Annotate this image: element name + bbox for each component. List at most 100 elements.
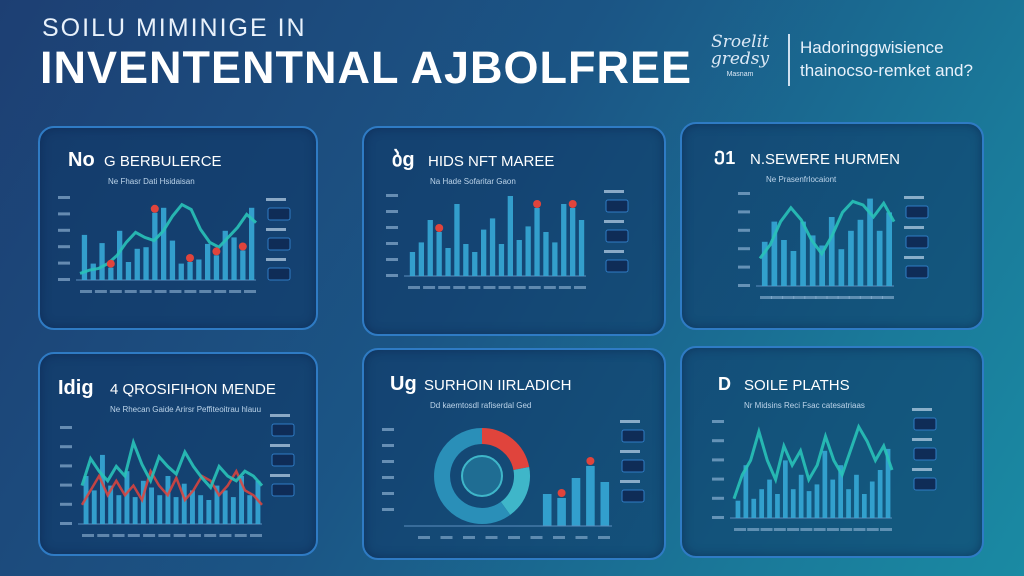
chart-1-title-prefix: No <box>68 149 95 171</box>
chart-2-bar-19 <box>578 220 585 276</box>
legend-line-3-2 <box>270 474 290 477</box>
chart-1-bar-11 <box>178 263 184 280</box>
xtick-1-4 <box>468 286 481 289</box>
chart-2-bar-5 <box>454 204 460 276</box>
chart-3-title: N.SEWERE HURMEN <box>750 151 900 168</box>
xtick-2-10 <box>870 296 883 299</box>
legend-line-1-1 <box>604 220 624 223</box>
ytick-4-3 <box>382 476 394 479</box>
legend-line-5-2 <box>912 468 932 471</box>
ytick-3-3 <box>60 483 72 487</box>
brand-line-2: gredsy <box>710 49 770 69</box>
chart-3-svg: Ე1 N.SEWERE HURMEN Ne Prasenfrlocaiont <box>714 148 929 299</box>
legend-line-2-2 <box>904 256 924 259</box>
xtick-5-10 <box>866 528 879 531</box>
chart-4-bar-14 <box>198 495 204 524</box>
chart-4-bar-2 <box>100 454 105 524</box>
chart-3-bar-8 <box>838 249 845 286</box>
chart-6-bar-1 <box>743 465 749 518</box>
chart-3-trend-line <box>758 199 896 260</box>
chart-panel-1: No G BERBULERCE Ne Fhasr Dati Hsidaisan <box>38 126 318 330</box>
xtick-2-0 <box>760 296 772 299</box>
chart-6-bar-0 <box>735 500 741 518</box>
chart-6-bar-19 <box>885 448 891 518</box>
chart-5-donut-slice-1 <box>500 467 530 515</box>
chart-1-bar-12 <box>187 262 193 280</box>
chart-4-bar-20 <box>247 495 253 524</box>
chart-6-bar-2 <box>751 498 757 518</box>
chart-3-bar-1 <box>771 221 778 286</box>
xtick-0-8 <box>199 290 212 293</box>
chart-2-bar-18 <box>570 208 576 276</box>
legend-swatch-1-2 <box>605 259 629 273</box>
chart-4-bar-17 <box>222 490 228 524</box>
ytick-2-0 <box>738 192 750 195</box>
xtick-4-4 <box>508 536 520 539</box>
ytick-4-2 <box>382 460 394 463</box>
chart-4-bar-21 <box>255 480 261 524</box>
xtick-0-0 <box>80 290 92 293</box>
chart-panel-6: D SOILE PLATHS Nr Midsins Reci Fsac catesa… <box>680 346 984 558</box>
chart-6-bar-10 <box>814 484 820 518</box>
xtick-0-10 <box>229 290 242 293</box>
chart-3-bar-13 <box>886 212 892 286</box>
xtick-3-9 <box>219 534 232 537</box>
xtick-5-6 <box>813 528 826 531</box>
legend-swatch-2-2 <box>905 265 929 279</box>
chart-2-bar-1 <box>418 242 424 276</box>
xtick-5-0 <box>734 528 746 531</box>
chart-5-donut-slice-0 <box>481 428 530 471</box>
chart-4-bar-6 <box>132 497 138 524</box>
legend-swatch-5-2 <box>913 477 937 491</box>
tagline-line-1: Hadoringgwisience <box>800 38 944 57</box>
chart-6-title: SOILE PLATHS <box>744 377 850 394</box>
chart-5-title-prefix: Ug <box>390 373 417 395</box>
xtick-3-4 <box>143 534 156 537</box>
xtick-4-2 <box>463 536 475 539</box>
xtick-1-1 <box>423 286 436 289</box>
xtick-3-2 <box>112 534 125 537</box>
xtick-2-1 <box>771 296 784 299</box>
chart-6-bar-5 <box>775 494 780 518</box>
legend-line-4-2 <box>620 480 640 483</box>
xtick-3-8 <box>204 534 217 537</box>
legend-line-4-0 <box>620 420 640 423</box>
chart-2-svg: ბg HIDS NFT MAREE Na Hade Sofaritar Gaon <box>386 148 629 289</box>
chart-4-bar-15 <box>206 500 212 524</box>
chart-1-title: G BERBULERCE <box>104 153 222 170</box>
ytick-5-0 <box>712 420 724 423</box>
chart-4-bar-19 <box>239 476 244 524</box>
chart-1-bar-3 <box>108 267 114 280</box>
xtick-4-3 <box>485 536 498 539</box>
xtick-5-7 <box>826 528 839 531</box>
legend-line-1-0 <box>604 190 624 193</box>
chart-4-bar-11 <box>173 497 179 524</box>
legend-line-3-1 <box>270 444 290 447</box>
legend-swatch-4-1 <box>621 459 645 473</box>
chart-2-bar-9 <box>489 218 496 276</box>
xtick-5-11 <box>880 528 892 531</box>
ytick-5-4 <box>712 496 724 500</box>
brand-small: Masnam <box>726 71 754 78</box>
xtick-2-9 <box>859 296 872 299</box>
xtick-4-8 <box>598 536 610 539</box>
xtick-3-10 <box>234 534 247 537</box>
xtick-3-11 <box>250 534 262 537</box>
chart-3-bar-10 <box>857 219 864 286</box>
xtick-0-6 <box>169 290 182 293</box>
chart-1-bar-1 <box>90 263 96 280</box>
legend-swatch-4-2 <box>621 489 645 503</box>
chart-3-subtitle: Ne Prasenfrlocaiont <box>766 175 837 184</box>
xtick-0-4 <box>139 290 152 293</box>
chart-1-marker-1 <box>150 204 159 213</box>
xtick-3-1 <box>97 534 110 537</box>
xtick-2-3 <box>793 296 806 299</box>
chart-6-bar-14 <box>846 489 851 518</box>
chart-6-bar-9 <box>806 491 812 518</box>
chart-panel-2: ბg HIDS NFT MAREE Na Hade Sofaritar Gaon <box>362 126 666 336</box>
xtick-0-3 <box>124 290 137 293</box>
ytick-3-5 <box>60 522 72 525</box>
chart-3-bar-2 <box>781 240 787 286</box>
chart-5-donut-slice-2 <box>434 428 511 524</box>
chart-6-bar-7 <box>790 489 796 518</box>
